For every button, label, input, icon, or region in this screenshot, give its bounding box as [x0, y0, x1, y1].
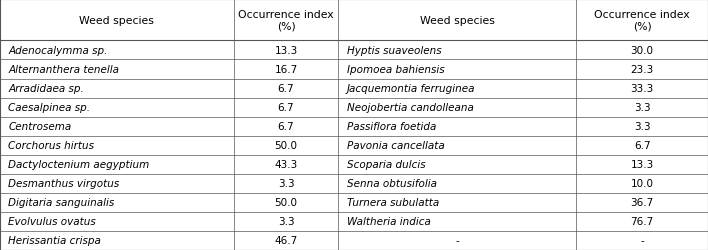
Text: 43.3: 43.3	[275, 160, 297, 170]
Text: -: -	[640, 236, 644, 246]
Text: 13.3: 13.3	[631, 160, 653, 170]
Text: 36.7: 36.7	[631, 198, 653, 207]
Text: Caesalpinea sp.: Caesalpinea sp.	[8, 103, 91, 113]
Text: 6.7: 6.7	[278, 103, 295, 113]
Text: Passiflora foetida: Passiflora foetida	[347, 122, 436, 132]
Text: 33.3: 33.3	[631, 84, 653, 94]
Text: 50.0: 50.0	[275, 141, 297, 150]
Text: 6.7: 6.7	[278, 122, 295, 132]
Text: 46.7: 46.7	[275, 236, 297, 246]
Text: Weed species: Weed species	[79, 16, 154, 26]
Text: Scoparia dulcis: Scoparia dulcis	[347, 160, 426, 170]
Text: 3.3: 3.3	[634, 103, 651, 113]
Text: 10.0: 10.0	[631, 178, 653, 188]
Text: 16.7: 16.7	[275, 65, 297, 75]
Text: Evolvulus ovatus: Evolvulus ovatus	[8, 216, 96, 226]
Text: 50.0: 50.0	[275, 198, 297, 207]
Text: -: -	[455, 236, 459, 246]
Text: Herissantia crispa: Herissantia crispa	[8, 236, 101, 246]
Text: Adenocalymma sp.: Adenocalymma sp.	[8, 46, 108, 56]
Text: Alternanthera tenella: Alternanthera tenella	[8, 65, 120, 75]
Text: Senna obtusifolia: Senna obtusifolia	[347, 178, 437, 188]
Text: Pavonia cancellata: Pavonia cancellata	[347, 141, 445, 150]
Text: Hyptis suaveolens: Hyptis suaveolens	[347, 46, 442, 56]
Text: 13.3: 13.3	[275, 46, 297, 56]
Text: Occurrence index
(%): Occurrence index (%)	[238, 10, 334, 32]
Text: Weed species: Weed species	[420, 16, 495, 26]
Text: Ipomoea bahiensis: Ipomoea bahiensis	[347, 65, 445, 75]
Text: Dactyloctenium aegyptium: Dactyloctenium aegyptium	[8, 160, 150, 170]
Text: 76.7: 76.7	[631, 216, 653, 226]
Text: Corchorus hirtus: Corchorus hirtus	[8, 141, 94, 150]
Text: Desmanthus virgotus: Desmanthus virgotus	[8, 178, 120, 188]
Text: Centrosema: Centrosema	[8, 122, 72, 132]
Text: 3.3: 3.3	[278, 216, 295, 226]
Text: 6.7: 6.7	[634, 141, 651, 150]
Text: 23.3: 23.3	[631, 65, 653, 75]
Text: Waltheria indica: Waltheria indica	[347, 216, 430, 226]
Text: Turnera subulatta: Turnera subulatta	[347, 198, 439, 207]
Text: Arradidaea sp.: Arradidaea sp.	[8, 84, 84, 94]
Text: 6.7: 6.7	[278, 84, 295, 94]
Text: 3.3: 3.3	[278, 178, 295, 188]
Text: Digitaria sanguinalis: Digitaria sanguinalis	[8, 198, 115, 207]
Text: Occurrence index
(%): Occurrence index (%)	[594, 10, 690, 32]
Text: 3.3: 3.3	[634, 122, 651, 132]
Text: Neojobertia candolleana: Neojobertia candolleana	[347, 103, 474, 113]
Text: Jacquemontia ferruginea: Jacquemontia ferruginea	[347, 84, 475, 94]
Text: 30.0: 30.0	[631, 46, 653, 56]
